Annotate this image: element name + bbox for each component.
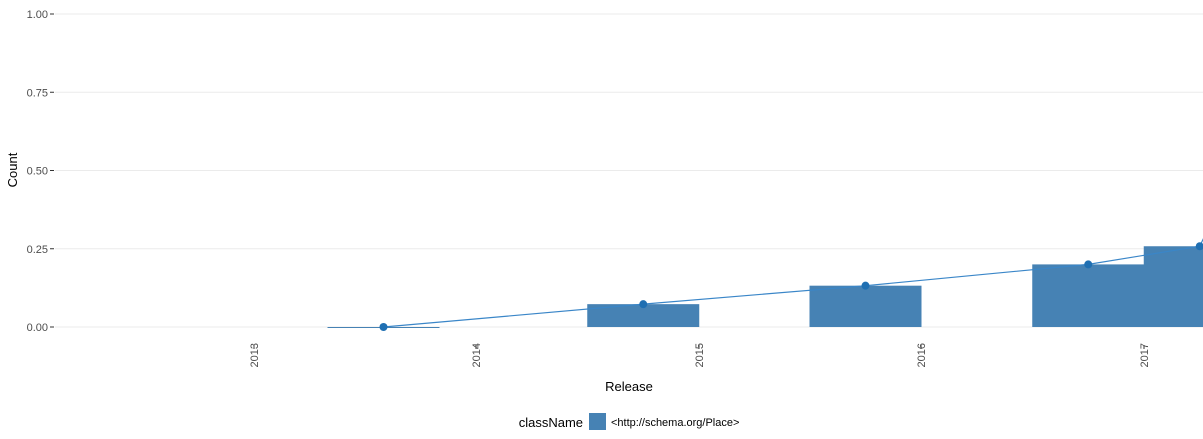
x-axis-title: Release bbox=[605, 379, 653, 394]
y-axis-title: Count bbox=[5, 152, 20, 187]
y-tick-label: 0.75 bbox=[27, 87, 48, 99]
bar-2015-10 bbox=[810, 286, 922, 327]
legend-label: <http://schema.org/Place> bbox=[611, 417, 739, 429]
point-2013-08 bbox=[380, 323, 388, 331]
bar-2017-04 bbox=[1144, 246, 1203, 327]
x-tick-label: 2015 bbox=[694, 343, 706, 367]
x-tick-label: 2016 bbox=[916, 343, 928, 367]
x-tick-label: 2017 bbox=[1139, 343, 1151, 367]
legend-title: className bbox=[519, 415, 583, 430]
x-tick-label: 2013 bbox=[249, 343, 261, 367]
y-axis: 0.00 0.75 0.50 0.25 1.00 bbox=[27, 9, 54, 334]
y-tick-label: 1.00 bbox=[27, 9, 48, 21]
legend-swatch bbox=[589, 413, 606, 430]
point-2014-10 bbox=[639, 300, 647, 308]
y-tick-label: 0.25 bbox=[27, 244, 48, 256]
y-tick-label: 0.50 bbox=[27, 166, 48, 178]
point-2015-10 bbox=[862, 282, 870, 290]
grid-lines bbox=[55, 14, 1203, 327]
bar-2016-10 bbox=[1032, 264, 1144, 327]
x-axis: 2013 2014 2015 2016 2017 bbox=[249, 343, 1151, 367]
x-tick-label: 2014 bbox=[471, 343, 483, 367]
point-2016-10 bbox=[1084, 260, 1092, 268]
legend: className <http://schema.org/Place> bbox=[519, 413, 740, 430]
y-tick-label: 0.00 bbox=[27, 322, 48, 334]
